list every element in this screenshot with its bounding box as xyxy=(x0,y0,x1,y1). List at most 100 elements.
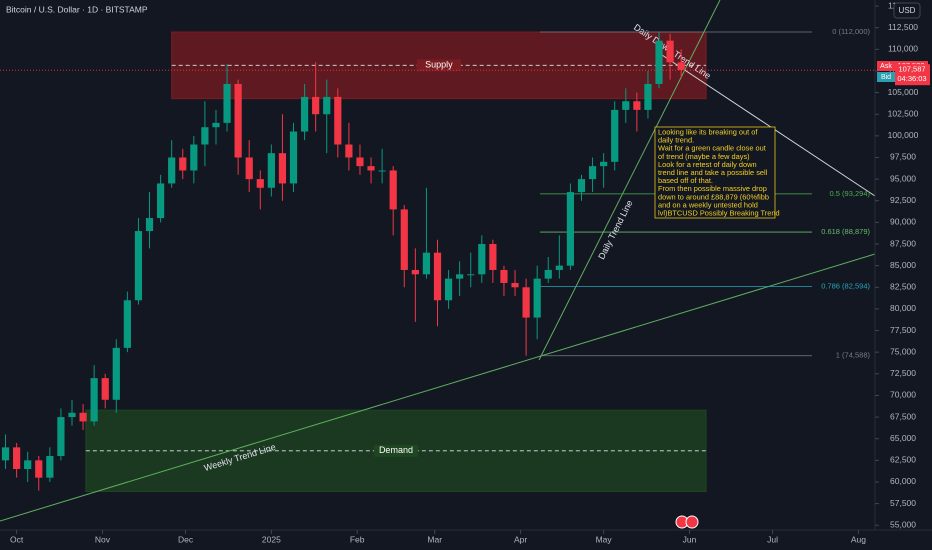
candle-body xyxy=(90,378,98,422)
candle-body xyxy=(223,83,231,123)
candle-body xyxy=(522,287,530,318)
candle-body xyxy=(190,144,198,171)
last-price-label: 107,587 xyxy=(898,65,925,74)
event-icon[interactable] xyxy=(685,515,699,529)
annotation-line: trend line and take a possible sell xyxy=(658,168,768,177)
candle-body xyxy=(566,192,575,266)
x-tick-label: Nov xyxy=(95,534,111,544)
y-tick-label: 87,500 xyxy=(890,238,916,248)
daily-down-trend-line xyxy=(661,54,876,197)
annotation-line: down to around £88,879 (60%fibb xyxy=(658,192,769,201)
candle-body xyxy=(456,274,464,279)
annotation-line: and on a weekly untested hold xyxy=(658,200,758,209)
candle-body xyxy=(633,101,641,110)
currency: USD xyxy=(899,6,916,15)
annotation-box xyxy=(654,126,776,219)
candle-body xyxy=(677,62,685,71)
candle-body xyxy=(35,460,43,478)
annotation-line: Looking like its breaking out of xyxy=(658,127,758,136)
x-tick-label: 2025 xyxy=(262,534,281,544)
x-tick-label: Jun xyxy=(683,534,697,544)
candle-body xyxy=(356,157,364,167)
candle-body xyxy=(422,252,431,275)
y-tick-label: 102,500 xyxy=(888,108,919,118)
candle-body xyxy=(145,218,154,232)
candle-body xyxy=(411,269,419,275)
candle-body xyxy=(500,269,508,283)
x-tick-label: Oct xyxy=(10,534,24,544)
candle-body xyxy=(478,244,486,275)
candle-body xyxy=(300,96,309,132)
y-tick-label: 95,000 xyxy=(890,173,916,183)
candle-body xyxy=(123,300,131,348)
y-tick-label: 67,500 xyxy=(890,411,916,421)
y-tick-label: 85,000 xyxy=(890,260,916,270)
fib-label: 0.786 (82,594) xyxy=(821,281,870,290)
candle-body xyxy=(511,282,519,288)
y-tick-label: 92,500 xyxy=(890,195,916,205)
candle-body xyxy=(289,131,298,184)
daily-trend-line xyxy=(538,0,721,361)
quote-label: Bid xyxy=(881,74,891,81)
candle-body xyxy=(389,170,397,210)
candle-body xyxy=(46,456,54,478)
annotation-line: From then possible massive drop xyxy=(658,184,767,193)
candle-body xyxy=(644,83,652,110)
candle-body xyxy=(312,96,320,115)
fib-label: 0.618 (88,879) xyxy=(821,227,870,236)
annotation-line: Look for a retest of daily down xyxy=(658,160,757,169)
zone-label: Supply xyxy=(425,60,453,70)
zone-label-bg xyxy=(416,59,461,72)
candle-body xyxy=(533,278,541,318)
candle-body xyxy=(467,274,475,276)
zone-label: Demand xyxy=(379,445,413,455)
candle-body xyxy=(611,109,619,162)
fib-label: 1 (74,588) xyxy=(836,351,871,360)
y-tick-label: 77,500 xyxy=(890,325,916,335)
candle-body xyxy=(367,166,375,171)
x-tick-label: Dec xyxy=(178,534,194,544)
x-tick-label: Apr xyxy=(514,534,527,544)
candle-body xyxy=(588,166,597,180)
candle-body xyxy=(655,40,663,84)
x-tick-label: Aug xyxy=(851,534,866,544)
candle-body xyxy=(179,157,187,171)
price-axis xyxy=(875,0,932,550)
candle-body xyxy=(101,378,109,400)
x-tick-label: Jul xyxy=(767,534,778,544)
candle-body xyxy=(68,412,76,418)
x-tick-label: May xyxy=(596,534,613,544)
annotation-line: of trend (maybe a few days) xyxy=(658,152,750,161)
candle-body xyxy=(13,447,21,469)
candle-body xyxy=(433,252,442,301)
candle-body xyxy=(577,179,586,193)
candle-body xyxy=(444,278,453,301)
fib-label: 0 (112,000) xyxy=(832,27,870,36)
candle-body xyxy=(245,157,253,180)
candle-body xyxy=(544,269,552,279)
y-tick-label: 97,500 xyxy=(890,152,916,162)
candle-body xyxy=(234,83,242,158)
candle-body xyxy=(134,231,143,301)
y-tick-label: 60,000 xyxy=(890,476,916,486)
candle-body xyxy=(24,460,32,469)
zone-label-bg xyxy=(373,444,418,457)
candle-body xyxy=(168,157,176,184)
candle-body xyxy=(400,209,408,270)
candle-body xyxy=(212,122,220,128)
candle-body xyxy=(57,417,65,457)
y-tick-label: 72,500 xyxy=(890,368,916,378)
weekly-trend-line xyxy=(0,253,876,522)
y-tick-label: 80,000 xyxy=(890,303,916,313)
currency-button[interactable] xyxy=(893,2,921,19)
y-tick-label: 82,500 xyxy=(890,282,916,292)
candle-body xyxy=(79,412,87,422)
candle-body xyxy=(622,101,630,110)
quote-tag xyxy=(877,61,895,71)
candle-body xyxy=(378,170,386,172)
candle-body xyxy=(489,244,497,270)
candle-body xyxy=(278,153,287,184)
y-tick-label: 100,000 xyxy=(888,130,919,140)
annotation-line: daily trend. xyxy=(658,136,694,145)
